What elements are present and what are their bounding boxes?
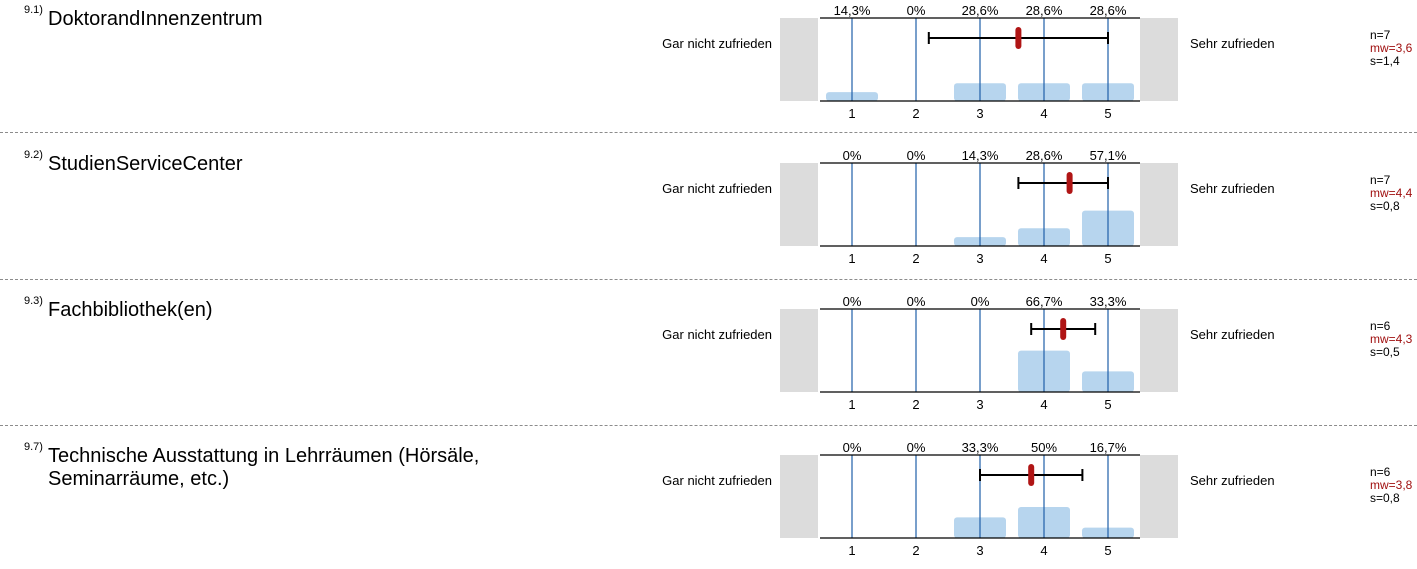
scale-left-label: Gar nicht zufrieden — [662, 36, 772, 51]
question-title: DoktorandInnenzentrum — [48, 8, 263, 30]
percent-label: 50% — [1031, 440, 1057, 455]
stats-block: n=6 mw=3,8 s=0,8 — [1370, 466, 1412, 505]
n-value: n=6 — [1370, 319, 1391, 333]
row-separator — [0, 425, 1417, 426]
question-row: 9.3) Fachbibliothek(en) Gar nicht zufrie… — [0, 291, 1417, 423]
histogram-chart: 0% 0% 33,3% 50% 16,7% 1 2 3 4 5 — [780, 440, 1178, 558]
percent-label: 0% — [843, 440, 862, 455]
scale-left-label: Gar nicht zufrieden — [662, 327, 772, 342]
stats-block: n=7 mw=3,6 s=1,4 — [1370, 29, 1412, 68]
percent-label: 28,6% — [1026, 3, 1063, 18]
category-tick-label: 2 — [912, 106, 919, 121]
scale-right-label: Sehr zufrieden — [1190, 473, 1275, 488]
row-separator — [0, 132, 1417, 133]
percent-label: 0% — [843, 148, 862, 163]
mean-value: mw=4,3 — [1370, 332, 1413, 346]
percent-label: 0% — [971, 294, 990, 309]
question-row: 9.1) DoktorandInnenzentrum Gar nicht zuf… — [0, 0, 1417, 132]
percent-label: 0% — [843, 294, 862, 309]
percent-label: 14,3% — [834, 3, 871, 18]
category-tick-label: 3 — [976, 397, 983, 412]
question-row: 9.7) Technische Ausstattung in Lehrräume… — [0, 437, 1417, 569]
stats-block: n=7 mw=4,4 s=0,8 — [1370, 174, 1412, 213]
question-title: Fachbibliothek(en) — [48, 299, 213, 321]
percent-label: 28,6% — [1026, 148, 1063, 163]
mean-marker — [1028, 464, 1035, 486]
row-separator — [0, 279, 1417, 280]
mean-value: mw=3,8 — [1370, 478, 1413, 492]
stats-block: n=6 mw=4,3 s=0,5 — [1370, 320, 1412, 359]
category-tick-label: 4 — [1040, 251, 1047, 266]
percent-label: 0% — [907, 3, 926, 18]
percent-label: 0% — [907, 294, 926, 309]
question-number: 9.7) — [24, 441, 43, 453]
mean-marker — [1066, 172, 1073, 194]
mean-value: mw=4,4 — [1370, 186, 1413, 200]
percent-label: 66,7% — [1026, 294, 1063, 309]
question-title: Technische Ausstattung in Lehrräumen (Hö… — [48, 445, 480, 490]
category-tick-label: 2 — [912, 543, 919, 558]
scale-left-label: Gar nicht zufrieden — [662, 181, 772, 196]
category-tick-label: 4 — [1040, 397, 1047, 412]
category-tick-label: 3 — [976, 251, 983, 266]
sd-value: s=0,8 — [1370, 491, 1400, 505]
category-tick-label: 5 — [1104, 397, 1111, 412]
scale-end-left — [780, 455, 818, 538]
category-tick-label: 5 — [1104, 106, 1111, 121]
sd-value: s=0,8 — [1370, 199, 1400, 213]
sd-value: s=1,4 — [1370, 54, 1400, 68]
scale-left-label: Gar nicht zufrieden — [662, 473, 772, 488]
sd-value: s=0,5 — [1370, 345, 1400, 359]
category-tick-label: 5 — [1104, 543, 1111, 558]
category-tick-label: 5 — [1104, 251, 1111, 266]
histogram-chart: 14,3% 0% 28,6% 28,6% 28,6% 1 2 3 4 5 — [780, 3, 1178, 121]
histogram-chart: 0% 0% 0% 66,7% 33,3% 1 2 3 4 5 — [780, 294, 1178, 412]
scale-right-label: Sehr zufrieden — [1190, 36, 1275, 51]
question-number: 9.3) — [24, 295, 43, 307]
percent-label: 33,3% — [1090, 294, 1127, 309]
scale-right-label: Sehr zufrieden — [1190, 327, 1275, 342]
percent-label: 16,7% — [1090, 440, 1127, 455]
category-tick-label: 2 — [912, 251, 919, 266]
percent-label: 33,3% — [962, 440, 999, 455]
percent-label: 28,6% — [962, 3, 999, 18]
percent-label: 28,6% — [1090, 3, 1127, 18]
scale-end-right — [1140, 309, 1178, 392]
percent-label: 14,3% — [962, 148, 999, 163]
n-value: n=6 — [1370, 465, 1391, 479]
category-tick-label: 4 — [1040, 543, 1047, 558]
category-tick-label: 3 — [976, 106, 983, 121]
scale-end-left — [780, 309, 818, 392]
category-tick-label: 1 — [848, 106, 855, 121]
category-tick-label: 2 — [912, 397, 919, 412]
histogram-chart: 0% 0% 14,3% 28,6% 57,1% 1 2 3 4 5 — [780, 148, 1178, 266]
category-tick-label: 1 — [848, 251, 855, 266]
percent-label: 57,1% — [1090, 148, 1127, 163]
n-value: n=7 — [1370, 173, 1391, 187]
scale-right-label: Sehr zufrieden — [1190, 181, 1275, 196]
question-title: StudienServiceCenter — [48, 153, 243, 175]
mean-value: mw=3,6 — [1370, 41, 1413, 55]
category-tick-label: 1 — [848, 397, 855, 412]
category-tick-label: 4 — [1040, 106, 1047, 121]
scale-end-left — [780, 18, 818, 101]
scale-end-right — [1140, 163, 1178, 246]
mean-marker — [1060, 318, 1067, 340]
question-row: 9.2) StudienServiceCenter Gar nicht zufr… — [0, 145, 1417, 277]
mean-marker — [1015, 27, 1022, 49]
scale-end-right — [1140, 18, 1178, 101]
scale-end-right — [1140, 455, 1178, 538]
percent-label: 0% — [907, 440, 926, 455]
n-value: n=7 — [1370, 28, 1391, 42]
percent-label: 0% — [907, 148, 926, 163]
scale-end-left — [780, 163, 818, 246]
question-number: 9.1) — [24, 4, 43, 16]
category-tick-label: 3 — [976, 543, 983, 558]
category-tick-label: 1 — [848, 543, 855, 558]
question-number: 9.2) — [24, 149, 43, 161]
